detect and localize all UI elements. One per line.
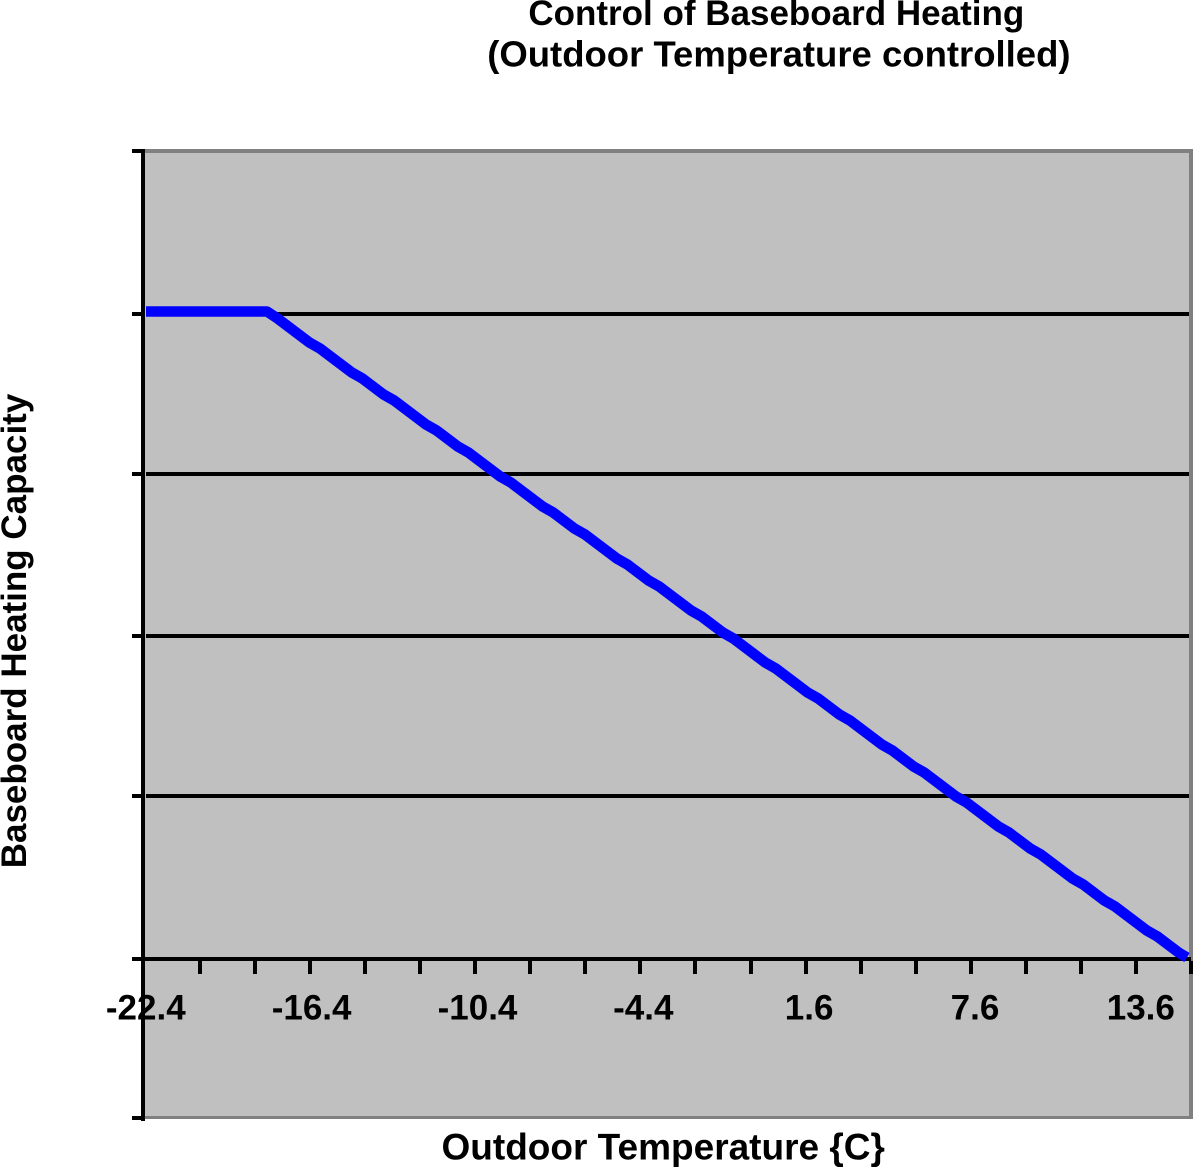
svg-text:-22.4: -22.4 [106,988,186,1027]
svg-text:1.6: 1.6 [785,988,834,1027]
svg-text:-4.4: -4.4 [613,988,674,1027]
svg-text:7.6: 7.6 [951,988,1000,1027]
svg-text:13.6: 13.6 [1107,988,1175,1027]
svg-text:-16.4: -16.4 [272,988,352,1027]
svg-text:Control of Baseboard Heating: Control of Baseboard Heating [528,0,1024,33]
svg-text:Baseboard Heating Capacity: Baseboard Heating Capacity [0,393,34,868]
svg-text:-10.4: -10.4 [438,988,518,1027]
svg-text:(Outdoor Temperature controlle: (Outdoor Temperature controlled) [487,34,1070,75]
svg-text:Outdoor Temperature {C}: Outdoor Temperature {C} [442,1127,885,1168]
